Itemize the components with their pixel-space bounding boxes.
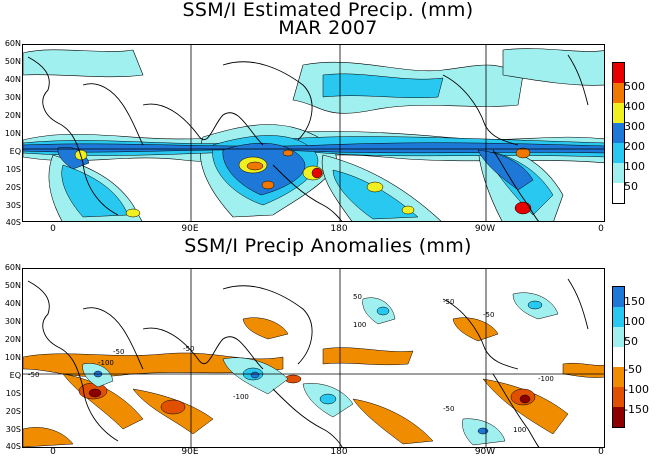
lat-label: EQ — [9, 147, 21, 156]
lon-label: 90W — [474, 447, 496, 457]
lat-label: 30N — [4, 317, 21, 326]
anomaly-legend-label: 150 — [624, 295, 645, 308]
lat-label: 40N — [4, 75, 21, 84]
precip-legend-label: 300 — [624, 120, 645, 133]
lat-label: 30S — [5, 425, 21, 434]
anomaly-legend-label: 50 — [624, 335, 638, 348]
contour-label: -100 — [98, 359, 114, 367]
lat-label: 40S — [5, 442, 21, 451]
precip-legend-label: 200 — [624, 140, 645, 153]
precip-legend-label: 50 — [624, 180, 638, 193]
precip-map — [22, 44, 605, 222]
colorbar-segment — [613, 367, 624, 387]
anomaly-legend-label: -150 — [624, 403, 649, 416]
lon-label: 180 — [330, 224, 348, 234]
lon-label: 0 — [50, 447, 56, 457]
colorbar-segment — [613, 347, 624, 367]
colorbar-segment — [613, 163, 624, 183]
anomaly-map: -50 -100 -50 50 100 -50 -50 -100 -50 100… — [22, 268, 605, 448]
lat-label: 20S — [5, 183, 21, 192]
precip-map-month: MAR 2007 — [278, 17, 378, 39]
anomaly-legend-label: 100 — [624, 315, 645, 328]
colorbar-segment — [613, 123, 624, 143]
contour-label: -50 — [483, 311, 494, 319]
lon-label: 0 — [50, 224, 56, 234]
lat-label: 60N — [4, 263, 21, 272]
colorbar-segment — [613, 63, 624, 83]
coastlines — [27, 278, 589, 447]
anomaly-map-title: SSM/I Precip Anomalies (mm) — [184, 235, 472, 257]
lat-label: 40S — [5, 218, 21, 227]
colorbar-segment — [613, 307, 624, 327]
lat-label: 20N — [4, 111, 21, 120]
colorbar-segment — [613, 287, 624, 307]
precip-map-title: SSM/I Estimated Precip. (mm) — [182, 0, 474, 21]
lat-label: 10N — [4, 129, 21, 138]
contour-label: -50 — [183, 345, 194, 353]
anomaly-colorbar — [612, 286, 625, 428]
precip-colorbar — [612, 62, 625, 204]
lat-label: 50N — [4, 57, 21, 66]
colorbar-segment — [613, 327, 624, 347]
contour-label: -50 — [113, 348, 124, 356]
lon-label: 90W — [474, 224, 496, 234]
lon-label: 180 — [330, 447, 348, 457]
lon-label: 90E — [181, 447, 199, 457]
colorbar-segment — [613, 407, 624, 427]
lat-label: 40N — [4, 299, 21, 308]
precip-legend-label: 500 — [624, 80, 645, 93]
precip-fields — [23, 48, 604, 221]
lon-label: 0 — [598, 447, 604, 457]
lat-label: EQ — [9, 371, 21, 380]
contour-label: -50 — [443, 298, 454, 306]
coastlines — [27, 54, 589, 221]
contour-label: -100 — [233, 393, 249, 401]
lat-label: 10S — [5, 389, 21, 398]
colorbar-segment — [613, 103, 624, 123]
anomaly-map-canvas: -50 -100 -50 50 100 -50 -50 -100 -50 100… — [23, 269, 604, 447]
lat-label: 30N — [4, 93, 21, 102]
anomaly-legend-label: -100 — [624, 383, 649, 396]
map-grid — [23, 45, 604, 221]
lat-label: 30S — [5, 201, 21, 210]
lat-label: 60N — [4, 39, 21, 48]
contour-label: -100 — [538, 375, 554, 383]
precip-legend-label: 100 — [624, 160, 645, 173]
lon-label: 0 — [598, 224, 604, 234]
lat-label: 10N — [4, 353, 21, 362]
lat-label: 20N — [4, 335, 21, 344]
colorbar-segment — [613, 183, 624, 203]
lat-label: 20S — [5, 407, 21, 416]
colorbar-segment — [613, 387, 624, 407]
contour-label: -50 — [443, 405, 454, 413]
contour-label: 50 — [353, 293, 362, 301]
colorbar-segment — [613, 83, 624, 103]
contour-label: -50 — [28, 371, 39, 379]
map-grid — [23, 269, 604, 447]
lat-label: 10S — [5, 165, 21, 174]
contour-label: 100 — [513, 426, 526, 434]
precip-map-canvas — [23, 45, 604, 221]
precip-legend-label: 400 — [624, 100, 645, 113]
colorbar-segment — [613, 143, 624, 163]
anomaly-legend-label: -50 — [624, 363, 642, 376]
lat-label: 50N — [4, 281, 21, 290]
lon-label: 90E — [181, 224, 199, 234]
contour-label: 100 — [353, 321, 366, 329]
